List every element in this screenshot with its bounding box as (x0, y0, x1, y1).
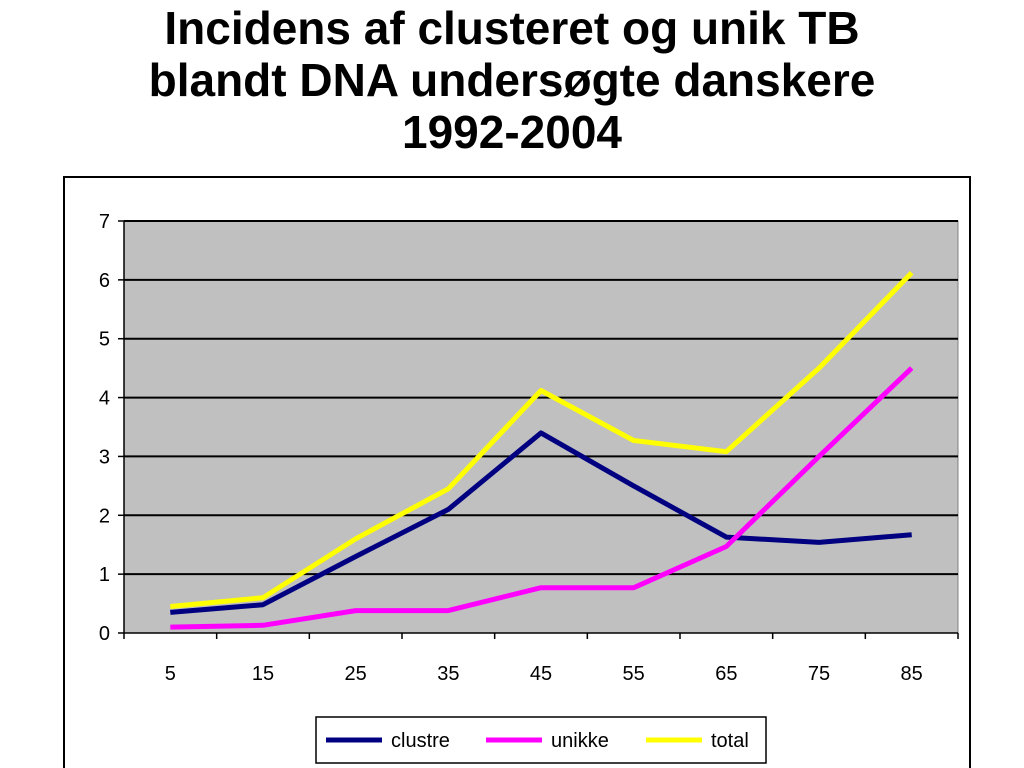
legend-label-unikke: unikke (551, 730, 609, 752)
x-tick-label-45: 45 (530, 663, 552, 685)
x-tick-label-85: 85 (901, 663, 923, 685)
series-line-clustre (170, 430, 912, 615)
x-tick-label-15: 15 (252, 663, 274, 685)
series-line-total (170, 271, 914, 609)
legend-label-total: total (711, 730, 749, 752)
legend-label-clustre: clustre (391, 730, 450, 752)
y-tick-label-4: 4 (99, 388, 110, 410)
y-tick-label-2: 2 (99, 505, 110, 527)
x-tick-label-5: 5 (165, 663, 176, 685)
x-tick-label-35: 35 (437, 663, 459, 685)
y-tick-label-6: 6 (99, 270, 110, 292)
chart-title: Incidens af clusteret og unik TB blandt … (0, 0, 1024, 158)
x-tick-label-25: 25 (345, 663, 367, 685)
plot-background (123, 220, 959, 634)
y-tick-label-0: 0 (99, 623, 110, 645)
chart-title-line-3: 1992-2004 (402, 106, 622, 158)
chart-title-line-1: Incidens af clusteret og unik TB (164, 2, 860, 54)
x-tick-label-75: 75 (808, 663, 830, 685)
y-tick-label-5: 5 (99, 329, 110, 351)
x-tick-label-55: 55 (623, 663, 645, 685)
series-line-unikke (170, 366, 914, 630)
y-tick-label-3: 3 (99, 446, 110, 468)
y-tick-label-1: 1 (99, 564, 110, 586)
x-tick-label-65: 65 (715, 663, 737, 685)
chart-title-line-2: blandt DNA undersøgte danskere (148, 54, 876, 106)
y-tick-label-7: 7 (99, 211, 110, 233)
